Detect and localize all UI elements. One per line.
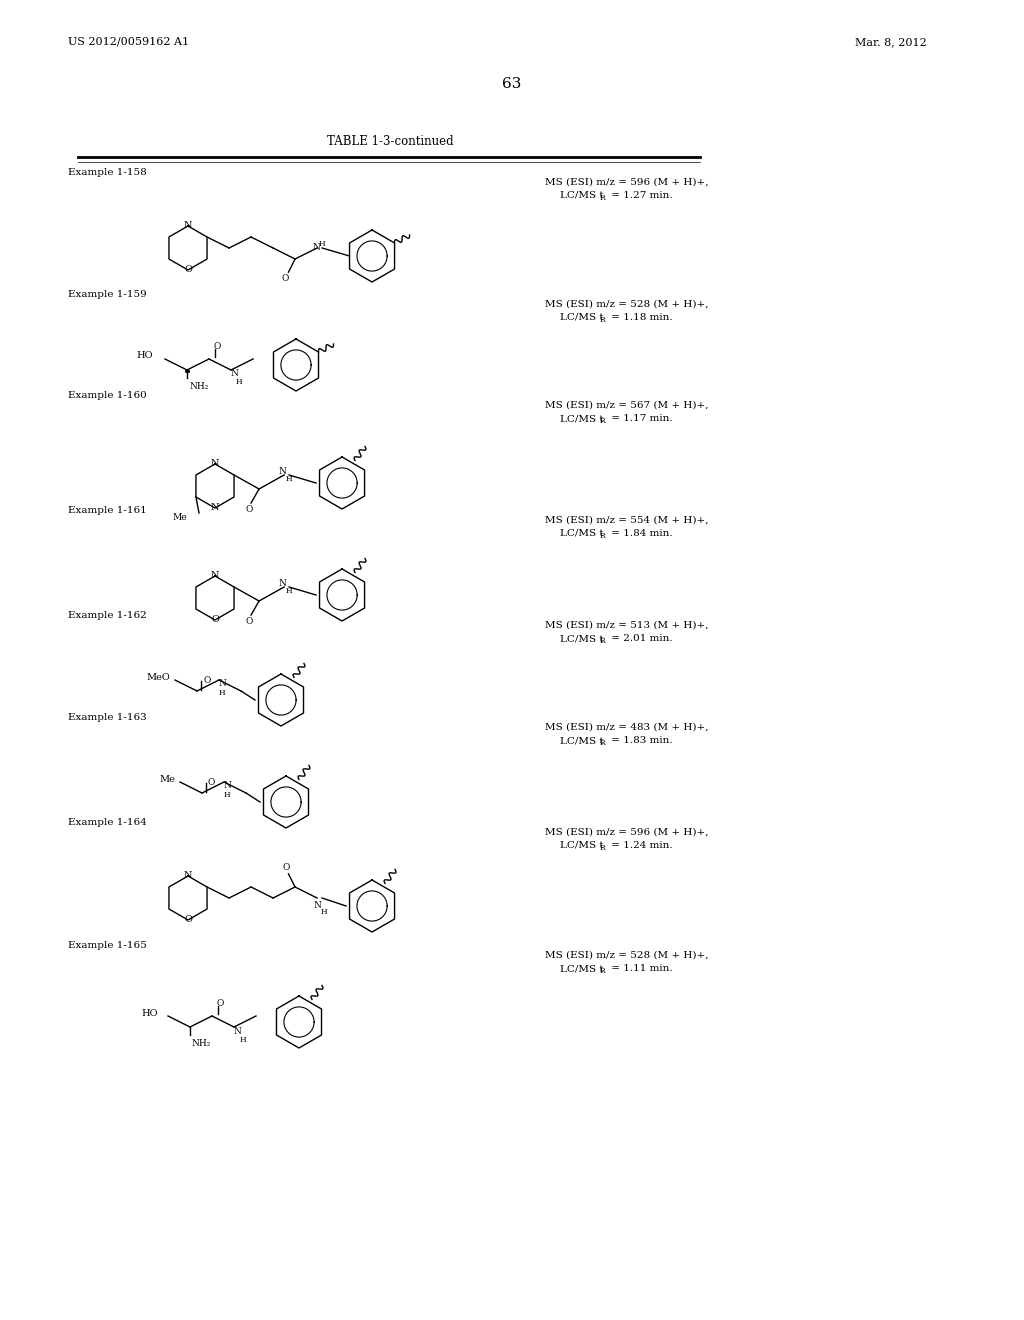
Text: O: O <box>184 916 191 924</box>
Text: = 1.18 min.: = 1.18 min. <box>608 313 673 322</box>
Text: Example 1-161: Example 1-161 <box>68 506 146 515</box>
Text: H: H <box>219 689 225 697</box>
Text: TABLE 1-3-continued: TABLE 1-3-continued <box>327 135 454 148</box>
Text: LC/MS t: LC/MS t <box>560 634 603 643</box>
Text: N: N <box>211 572 219 581</box>
Text: Example 1-163: Example 1-163 <box>68 713 146 722</box>
Text: O: O <box>216 999 223 1008</box>
Text: O: O <box>184 265 191 275</box>
Text: LC/MS t: LC/MS t <box>560 529 603 539</box>
Text: NH₂: NH₂ <box>189 381 208 391</box>
Text: N: N <box>233 1027 241 1035</box>
Text: LC/MS t: LC/MS t <box>560 841 603 850</box>
Text: H: H <box>319 240 326 248</box>
Text: R: R <box>600 315 606 323</box>
Text: N: N <box>313 902 321 909</box>
Text: MeO: MeO <box>146 672 170 681</box>
Text: H: H <box>321 908 328 916</box>
Text: MS (ESI) m/z = 567 (M + H)+,: MS (ESI) m/z = 567 (M + H)+, <box>545 401 709 411</box>
Text: LC/MS t: LC/MS t <box>560 313 603 322</box>
Text: N: N <box>230 370 238 379</box>
Text: O: O <box>246 616 253 626</box>
Text: R: R <box>600 739 606 747</box>
Text: MS (ESI) m/z = 513 (M + H)+,: MS (ESI) m/z = 513 (M + H)+, <box>545 620 709 630</box>
Text: H: H <box>236 378 243 385</box>
Text: N: N <box>223 780 231 789</box>
Text: LC/MS t: LC/MS t <box>560 191 603 201</box>
Text: H: H <box>223 791 230 799</box>
Text: R: R <box>600 194 606 202</box>
Text: R: R <box>600 968 606 975</box>
Text: N: N <box>183 871 193 880</box>
Text: H: H <box>286 475 293 483</box>
Text: MS (ESI) m/z = 596 (M + H)+,: MS (ESI) m/z = 596 (M + H)+, <box>545 828 709 837</box>
Text: N: N <box>183 222 193 231</box>
Text: MS (ESI) m/z = 554 (M + H)+,: MS (ESI) m/z = 554 (M + H)+, <box>545 516 709 525</box>
Text: Example 1-159: Example 1-159 <box>68 290 146 300</box>
Text: NH₂: NH₂ <box>193 1039 211 1048</box>
Text: H: H <box>240 1036 247 1044</box>
Text: R: R <box>600 532 606 540</box>
Text: N: N <box>211 459 219 469</box>
Text: MS (ESI) m/z = 528 (M + H)+,: MS (ESI) m/z = 528 (M + H)+, <box>545 300 709 309</box>
Text: R: R <box>600 638 606 645</box>
Text: O: O <box>208 777 215 787</box>
Text: MS (ESI) m/z = 528 (M + H)+,: MS (ESI) m/z = 528 (M + H)+, <box>545 950 709 960</box>
Text: R: R <box>600 417 606 425</box>
Text: = 1.17 min.: = 1.17 min. <box>608 414 673 422</box>
Text: N: N <box>312 243 319 252</box>
Text: = 1.84 min.: = 1.84 min. <box>608 529 673 539</box>
Text: = 1.27 min.: = 1.27 min. <box>608 191 673 201</box>
Text: O: O <box>283 863 290 871</box>
Text: = 1.11 min.: = 1.11 min. <box>608 964 673 973</box>
Text: Example 1-158: Example 1-158 <box>68 168 146 177</box>
Text: 63: 63 <box>503 77 521 91</box>
Text: LC/MS t: LC/MS t <box>560 737 603 744</box>
Text: HO: HO <box>141 1008 158 1018</box>
Text: LC/MS t: LC/MS t <box>560 964 603 973</box>
Text: N: N <box>218 678 226 688</box>
Text: Mar. 8, 2012: Mar. 8, 2012 <box>855 37 927 48</box>
Text: O: O <box>282 275 289 284</box>
Text: Me: Me <box>172 513 187 523</box>
Text: O: O <box>246 506 253 513</box>
Text: N: N <box>279 467 286 477</box>
Text: N: N <box>279 579 286 589</box>
Text: O: O <box>211 615 219 624</box>
Text: = 1.24 min.: = 1.24 min. <box>608 841 673 850</box>
Text: = 2.01 min.: = 2.01 min. <box>608 634 673 643</box>
Text: H: H <box>286 587 293 595</box>
Text: HO: HO <box>136 351 153 360</box>
Text: Me: Me <box>159 775 175 784</box>
Text: Example 1-160: Example 1-160 <box>68 391 146 400</box>
Text: N: N <box>211 503 219 512</box>
Text: Example 1-164: Example 1-164 <box>68 818 146 828</box>
Text: = 1.83 min.: = 1.83 min. <box>608 737 673 744</box>
Text: R: R <box>600 843 606 851</box>
Text: US 2012/0059162 A1: US 2012/0059162 A1 <box>68 37 189 48</box>
Text: Example 1-162: Example 1-162 <box>68 611 146 620</box>
Text: LC/MS t: LC/MS t <box>560 414 603 422</box>
Text: MS (ESI) m/z = 483 (M + H)+,: MS (ESI) m/z = 483 (M + H)+, <box>545 723 709 733</box>
Text: O: O <box>203 676 210 685</box>
Text: Example 1-165: Example 1-165 <box>68 941 146 950</box>
Text: MS (ESI) m/z = 596 (M + H)+,: MS (ESI) m/z = 596 (M + H)+, <box>545 178 709 187</box>
Text: O: O <box>213 342 221 351</box>
